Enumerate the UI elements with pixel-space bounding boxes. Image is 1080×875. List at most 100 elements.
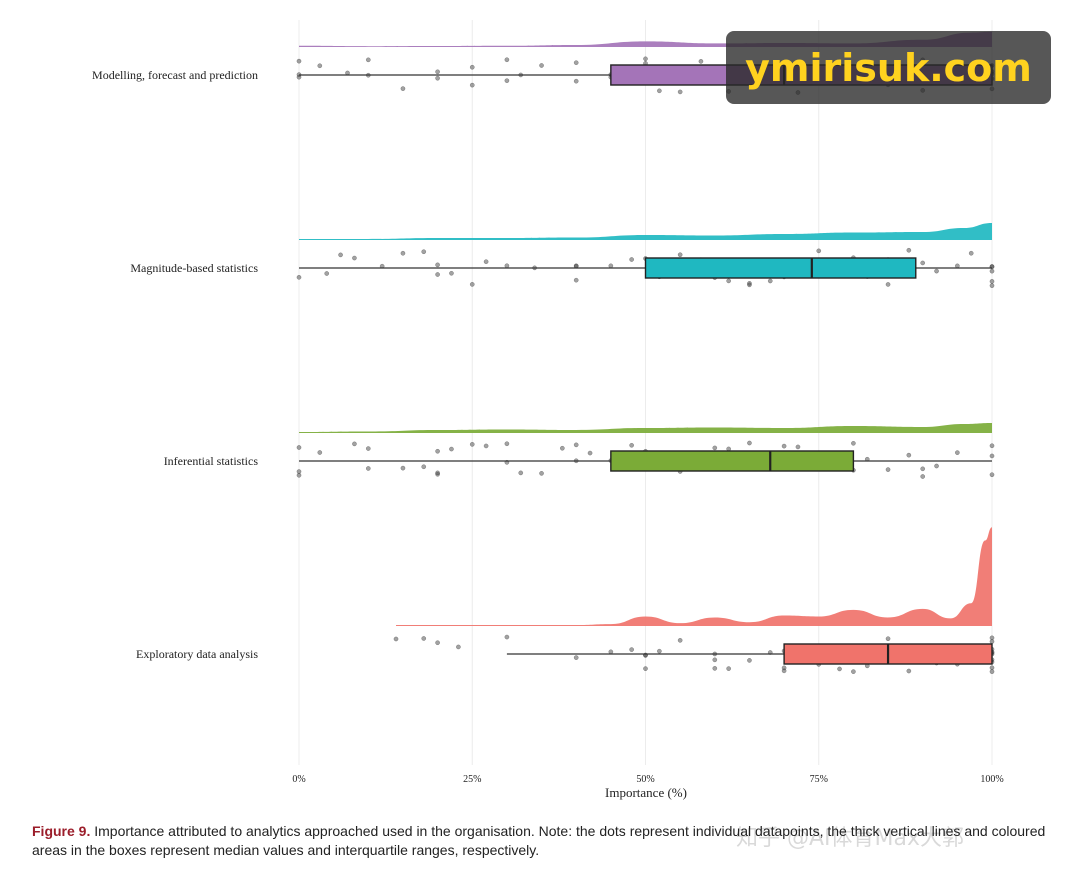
data-point (539, 471, 544, 476)
caption-text: Importance attributed to analytics appro… (32, 823, 1046, 858)
data-point (608, 263, 614, 269)
data-point (435, 448, 440, 454)
data-point (573, 442, 579, 448)
data-point (296, 275, 302, 280)
data-point (469, 82, 475, 88)
density-cloud (299, 223, 992, 240)
data-point (677, 252, 683, 258)
data-point (955, 450, 960, 455)
data-point (560, 445, 565, 451)
footer-watermark: 知乎 @AI体育Max大郭 (736, 826, 965, 851)
data-point (324, 271, 330, 276)
data-point (851, 441, 856, 446)
data-point (726, 666, 731, 671)
data-point (712, 445, 718, 451)
data-point (296, 74, 302, 80)
data-point (989, 453, 995, 459)
data-point (435, 272, 440, 277)
x-tick-label: 50% (636, 774, 654, 785)
data-point (643, 56, 648, 62)
figure-label: Figure 9. (32, 823, 91, 839)
data-point (504, 57, 510, 63)
x-tick-label: 25% (463, 774, 481, 785)
watermark-overlay: ymirisuk.com (726, 31, 1051, 104)
data-point (483, 259, 489, 264)
data-point (421, 636, 427, 641)
data-point (795, 444, 801, 450)
data-point (435, 470, 440, 476)
data-point (421, 464, 427, 470)
category-labels: Modelling, forecast and prediction Magnit… (92, 68, 258, 661)
data-point (400, 250, 406, 256)
x-tick-label: 0% (292, 774, 305, 785)
x-tick-label: 75% (810, 774, 828, 785)
data-point (920, 466, 926, 472)
data-point (435, 262, 440, 268)
data-point (504, 78, 510, 83)
category-label: Magnitude-based statistics (130, 261, 258, 275)
data-point (573, 78, 579, 84)
data-point (629, 443, 634, 448)
data-point (747, 281, 752, 286)
data-point (781, 443, 787, 449)
category-label: Exploratory data analysis (136, 647, 258, 661)
data-point (816, 248, 822, 254)
data-point (747, 440, 752, 446)
x-tick-label: 100% (980, 774, 1003, 785)
data-point (352, 255, 357, 261)
data-point (435, 640, 440, 646)
data-point (421, 249, 427, 255)
data-point (456, 644, 461, 650)
data-point (449, 270, 454, 276)
box-iqr (610, 450, 855, 472)
data-point (393, 636, 399, 642)
grid-lines (298, 20, 993, 765)
data-point (643, 666, 648, 671)
data-point (885, 282, 891, 287)
data-point (906, 668, 912, 674)
data-point (587, 450, 593, 456)
data-point (504, 441, 510, 447)
data-point (469, 64, 475, 70)
data-point (906, 247, 912, 253)
density-cloud (299, 423, 992, 433)
data-point (698, 59, 704, 64)
data-point (469, 282, 475, 287)
data-point (483, 443, 489, 449)
category-label: Modelling, forecast and prediction (92, 68, 258, 82)
density-cloud (396, 527, 992, 626)
data-point (400, 86, 406, 91)
data-point (296, 445, 302, 450)
data-point (781, 665, 787, 671)
data-point (608, 649, 614, 655)
data-point (989, 443, 995, 449)
data-point (989, 472, 995, 478)
data-point (851, 669, 856, 674)
data-point (449, 446, 454, 452)
data-point (365, 57, 371, 63)
data-point (365, 446, 371, 451)
data-point (989, 665, 995, 671)
data-point (747, 658, 752, 663)
raincloud-chart: Modelling, forecast and prediction Magnit… (92, 20, 1004, 800)
data-point (989, 279, 995, 284)
data-point (573, 277, 579, 283)
data-point (677, 89, 683, 95)
data-point (504, 263, 510, 269)
data-point (629, 257, 634, 262)
box-iqr (644, 257, 917, 279)
data-point (352, 441, 357, 447)
data-point (712, 657, 718, 663)
data-point (726, 278, 731, 284)
watermark-text: ymirisuk.com (745, 45, 1032, 90)
data-point (573, 60, 579, 65)
data-point (518, 470, 524, 476)
data-point (906, 452, 912, 458)
category-label: Inferential statistics (164, 454, 259, 468)
data-point (767, 278, 773, 284)
data-point (920, 474, 926, 479)
data-point (338, 252, 343, 258)
data-point (934, 268, 939, 274)
data-point (934, 463, 939, 469)
data-point (296, 58, 302, 64)
